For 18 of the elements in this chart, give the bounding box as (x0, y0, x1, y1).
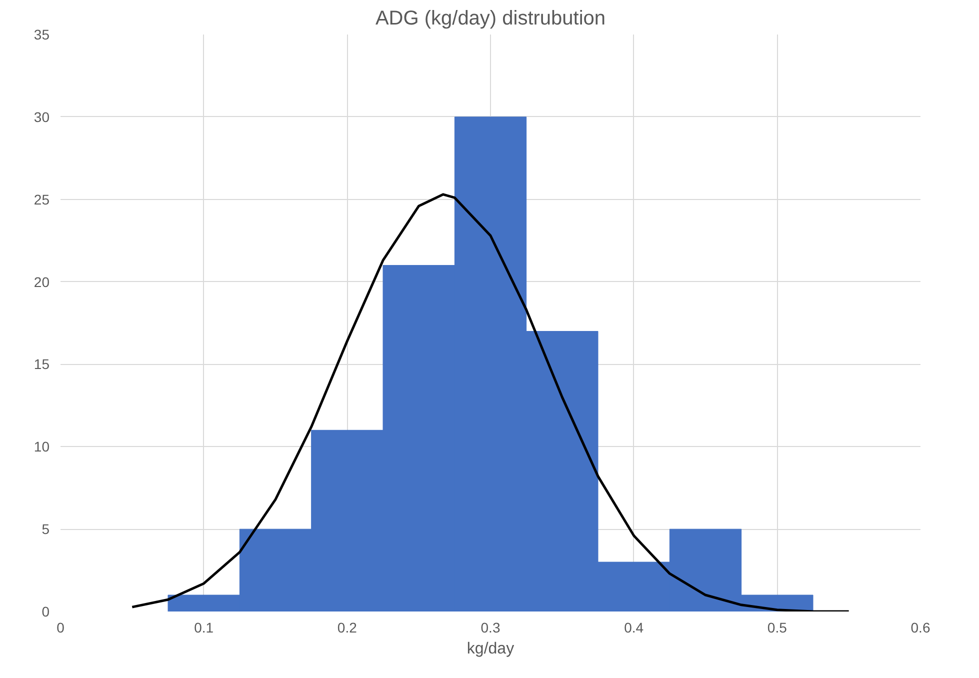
y-tick-label: 35 (34, 26, 50, 42)
y-tick-label: 25 (34, 191, 50, 208)
y-tick-label: 30 (34, 108, 50, 125)
y-tick-label: 0 (42, 604, 50, 620)
y-tick-label: 15 (34, 356, 50, 372)
x-tick-label: 0.6 (910, 620, 930, 636)
y-tick-label: 10 (34, 438, 50, 455)
line-series (130, 193, 850, 612)
x-axis-title: kg/day (466, 640, 514, 658)
x-tick-label: 0.3 (480, 620, 500, 636)
x-tick-label: 0.1 (194, 620, 214, 636)
chart-title: ADG (kg/day) distrubution (375, 8, 606, 30)
x-tick-label: 0 (56, 620, 65, 636)
x-tick-label: 0.5 (767, 620, 788, 636)
x-tick-label: 0.2 (337, 620, 358, 636)
y-tick-label: 5 (42, 521, 50, 538)
x-tick-label: 0.4 (624, 620, 644, 636)
y-tick-label: 20 (34, 274, 50, 290)
